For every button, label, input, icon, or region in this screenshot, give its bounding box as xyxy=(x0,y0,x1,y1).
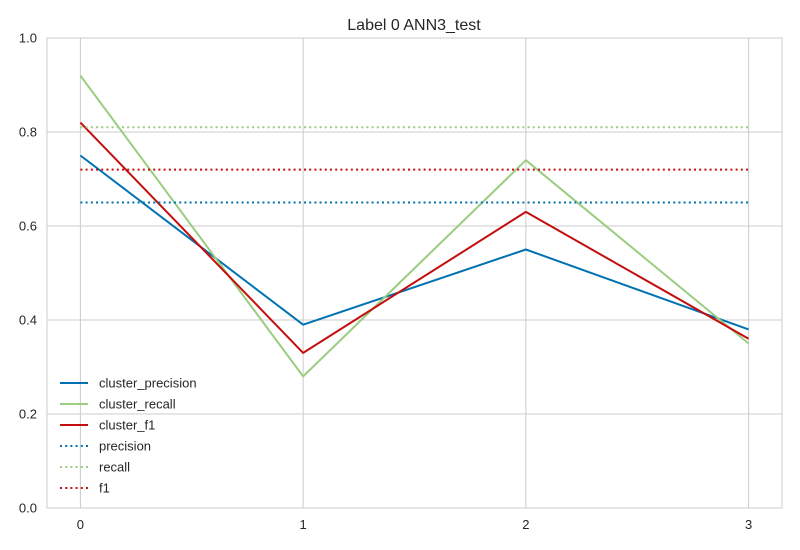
legend-label: recall xyxy=(99,460,130,475)
y-tick-label: 0.0 xyxy=(19,501,37,516)
y-axis-ticks: 0.0 0.2 0.4 0.6 0.8 1.0 xyxy=(19,31,37,516)
series-line-cluster-recall xyxy=(79,75,750,378)
y-tick-label: 0.4 xyxy=(19,313,37,328)
x-tick-label: 3 xyxy=(745,517,752,532)
series-line-cluster-precision xyxy=(79,154,749,331)
x-tick-label: 0 xyxy=(77,517,84,532)
legend-label: cluster_precision xyxy=(99,376,197,391)
series-lines xyxy=(79,75,750,378)
y-tick-label: 0.2 xyxy=(19,407,37,422)
chart-title: Label 0 ANN3_test xyxy=(347,17,481,34)
series-line-cluster-f1 xyxy=(79,121,750,354)
y-tick-label: 1.0 xyxy=(19,31,37,46)
x-axis-ticks: 0 1 2 3 xyxy=(77,517,752,532)
legend: cluster_precision cluster_recall cluster_f… xyxy=(60,376,197,496)
legend-label: precision xyxy=(99,439,151,454)
y-tick-label: 0.6 xyxy=(19,219,37,234)
legend-label: cluster_f1 xyxy=(99,418,155,433)
y-tick-label: 0.8 xyxy=(19,125,37,140)
legend-label: f1 xyxy=(99,481,110,496)
legend-label: cluster_recall xyxy=(99,397,176,412)
x-tick-label: 1 xyxy=(300,517,307,532)
plot-area-frame xyxy=(46,37,783,509)
x-tick-label: 2 xyxy=(522,517,529,532)
